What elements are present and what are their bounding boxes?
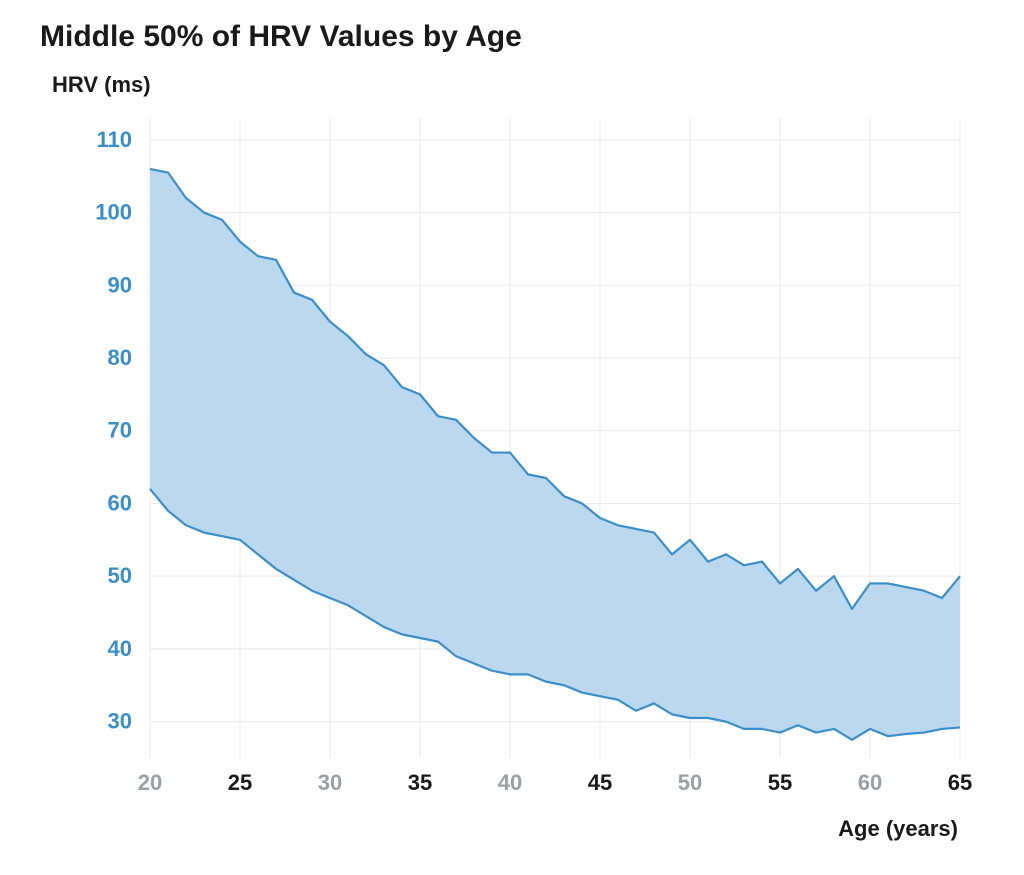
y-tick-label: 80: [108, 345, 132, 370]
y-tick-label: 50: [108, 563, 132, 588]
x-tick-label: 65: [948, 770, 972, 795]
x-axis-label: Age (years): [40, 816, 994, 842]
y-tick-label: 90: [108, 272, 132, 297]
y-axis-label: HRV (ms): [52, 72, 994, 98]
plot-area: 30 40 50 60 70 80 90 100 110 20 25 30 35 40 45 50 55 60 65: [40, 108, 994, 808]
y-tick-label: 30: [108, 709, 132, 734]
chart-title: Middle 50% of HRV Values by Age: [40, 20, 994, 54]
x-tick-label: 20: [138, 770, 162, 795]
x-tick-label: 40: [498, 770, 522, 795]
x-tick-label: 55: [768, 770, 792, 795]
y-tick-label: 40: [108, 636, 132, 661]
x-tick-label: 25: [228, 770, 252, 795]
y-tick-label: 100: [95, 200, 132, 225]
y-tick-label: 60: [108, 490, 132, 515]
chart-container: Middle 50% of HRV Values by Age HRV (ms)…: [0, 0, 1024, 875]
x-tick-label: 50: [678, 770, 702, 795]
y-tick-label: 70: [108, 418, 132, 443]
chart-svg: 30 40 50 60 70 80 90 100 110 20 25 30 35 40 45 50 55 60 65: [40, 108, 990, 808]
x-tick-label: 30: [318, 770, 342, 795]
x-tick-label: 45: [588, 770, 612, 795]
x-tick-label: 60: [858, 770, 882, 795]
area-fill: [150, 169, 960, 740]
x-tick-label: 35: [408, 770, 432, 795]
y-tick-label: 110: [97, 127, 133, 152]
